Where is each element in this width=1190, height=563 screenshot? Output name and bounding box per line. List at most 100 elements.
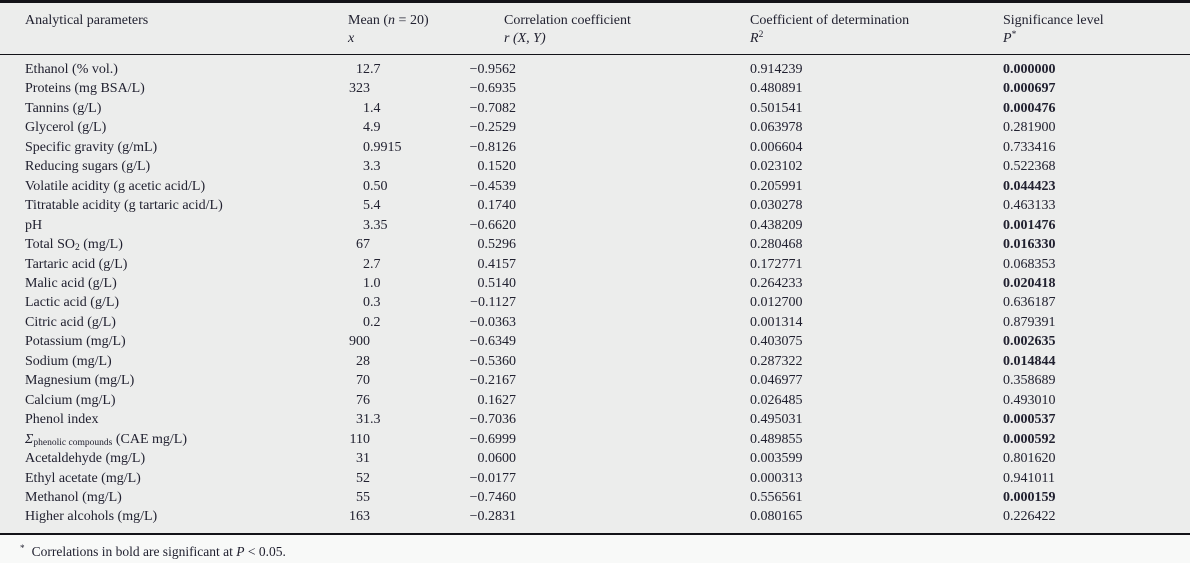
significance-cell: 0.522368 bbox=[1003, 159, 1056, 175]
determination-cell: 0.556561 bbox=[750, 489, 803, 505]
table-row: Higher alcohols (mg/L) 163 −0.2831 0.080165… bbox=[0, 507, 1190, 532]
significance-cell: 0.016330 bbox=[1003, 237, 1056, 253]
significance-cell: 0.463133 bbox=[1003, 198, 1056, 214]
table-footnote: * Correlations in bold are significant at… bbox=[20, 544, 1190, 560]
parameter-cell: Specific gravity (g/mL) bbox=[25, 139, 158, 155]
significance-cell: 0.068353 bbox=[1003, 256, 1056, 272]
correlation-cell: −0.2831 bbox=[469, 509, 516, 525]
mean-cell: 0.3 bbox=[363, 295, 381, 311]
correlation-cell: −0.0363 bbox=[469, 314, 516, 330]
significance-cell: 0.000159 bbox=[1003, 489, 1056, 505]
mean-cell: 900 bbox=[349, 334, 370, 350]
table-body: Ethanol (% vol.) 12.7 −0.9562 0.914239 0.000… bbox=[0, 55, 1190, 533]
mean-cell: 5.4 bbox=[363, 198, 381, 214]
determination-cell: 0.006604 bbox=[750, 139, 803, 155]
header-row: Analytical parameters Mean (n = 20) x Corre… bbox=[0, 3, 1190, 55]
parameter-cell: pH bbox=[25, 217, 43, 233]
parameter-cell: Calcium (mg/L) bbox=[25, 392, 116, 408]
parameter-cell: Tartaric acid (g/L) bbox=[25, 256, 128, 272]
determination-cell: 0.489855 bbox=[750, 431, 803, 447]
significance-cell: 0.358689 bbox=[1003, 373, 1056, 389]
significance-cell: 0.281900 bbox=[1003, 120, 1056, 136]
table-row: Calcium (mg/L) 76 0.1627 0.026485 0.493010 bbox=[0, 391, 1190, 410]
significance-cell: 0.733416 bbox=[1003, 139, 1056, 155]
parameter-cell: Tannins (g/L) bbox=[25, 100, 102, 116]
significance-cell: 0.000592 bbox=[1003, 431, 1056, 447]
table-row: Σphenolic compounds (CAE mg/L) 110 −0.6999… bbox=[0, 430, 1190, 449]
determination-cell: 0.280468 bbox=[750, 237, 803, 253]
table-row: Phenol index 31.3 −0.7036 0.495031 0.000537 bbox=[0, 410, 1190, 429]
significance-cell: 0.226422 bbox=[1003, 509, 1056, 525]
significance-cell: 0.020418 bbox=[1003, 275, 1056, 291]
determination-cell: 0.205991 bbox=[750, 178, 803, 194]
mean-cell: 323 bbox=[349, 81, 370, 97]
parameter-cell: Reducing sugars (g/L) bbox=[25, 159, 151, 175]
mean-cell: 3.3 bbox=[363, 159, 381, 175]
mean-cell: 12.7 bbox=[356, 62, 381, 77]
correlation-cell: −0.6349 bbox=[469, 334, 516, 350]
table-row: Ethanol (% vol.) 12.7 −0.9562 0.914239 0.000… bbox=[0, 55, 1190, 80]
mean-cell: 76 bbox=[356, 392, 370, 408]
correlation-cell: −0.2529 bbox=[469, 120, 516, 136]
correlation-cell: −0.4539 bbox=[469, 178, 516, 194]
determination-cell: 0.000313 bbox=[750, 470, 803, 486]
parameter-cell: Σphenolic compounds (CAE mg/L) bbox=[25, 431, 188, 448]
parameter-cell: Titratable acidity (g tartaric acid/L) bbox=[25, 198, 223, 214]
correlation-cell: 0.1627 bbox=[477, 392, 517, 408]
footnote-text: Correlations in bold are significant at … bbox=[31, 543, 286, 559]
determination-cell: 0.080165 bbox=[750, 509, 803, 525]
correlation-cell: 0.1740 bbox=[477, 198, 517, 214]
correlation-cell: −0.6620 bbox=[469, 217, 516, 233]
mean-cell: 52 bbox=[356, 470, 370, 486]
correlation-cell: −0.6935 bbox=[469, 81, 516, 97]
parameter-cell: Ethyl acetate (mg/L) bbox=[25, 470, 141, 486]
table-row: Reducing sugars (g/L) 3.3 0.1520 0.023102 0.… bbox=[0, 157, 1190, 176]
significance-cell: 0.044423 bbox=[1003, 178, 1056, 194]
table-row: Total SO2 (mg/L) 67 0.5296 0.280468 0.016330 bbox=[0, 235, 1190, 254]
parameter-cell: Higher alcohols (mg/L) bbox=[25, 509, 158, 525]
correlation-cell: 0.5296 bbox=[477, 237, 517, 253]
correlation-cell: −0.2167 bbox=[469, 373, 516, 389]
column-header: Correlation coefficient r (X, Y) bbox=[460, 3, 750, 55]
table-row: Volatile acidity (g acetic acid/L) 0.50 −0… bbox=[0, 177, 1190, 196]
table-row: pH 3.35 −0.6620 0.438209 0.001476 bbox=[0, 216, 1190, 235]
table-row: Malic acid (g/L) 1.0 0.5140 0.264233 0.02041… bbox=[0, 274, 1190, 293]
significance-cell: 0.493010 bbox=[1003, 392, 1056, 408]
correlation-table: Analytical parameters Mean (n = 20) x Corre… bbox=[0, 3, 1190, 533]
determination-cell: 0.012700 bbox=[750, 295, 803, 311]
mean-cell: 1.4 bbox=[363, 100, 381, 116]
significance-cell: 0.000000 bbox=[1003, 62, 1056, 77]
parameter-cell: Magnesium (mg/L) bbox=[25, 373, 135, 389]
determination-cell: 0.023102 bbox=[750, 159, 803, 175]
determination-cell: 0.046977 bbox=[750, 373, 803, 389]
parameter-cell: Total SO2 (mg/L) bbox=[25, 237, 123, 254]
correlation-cell: 0.1520 bbox=[477, 159, 517, 175]
significance-cell: 0.879391 bbox=[1003, 314, 1056, 330]
mean-cell: 55 bbox=[356, 489, 370, 505]
determination-cell: 0.480891 bbox=[750, 81, 803, 97]
determination-cell: 0.914239 bbox=[750, 62, 803, 77]
parameter-cell: Lactic acid (g/L) bbox=[25, 295, 120, 311]
parameter-cell: Proteins (mg BSA/L) bbox=[25, 81, 145, 97]
parameter-cell: Potassium (mg/L) bbox=[25, 334, 126, 350]
significance-cell: 0.002635 bbox=[1003, 334, 1056, 350]
significance-cell: 0.801620 bbox=[1003, 451, 1056, 467]
mean-cell: 1.0 bbox=[363, 275, 381, 291]
correlation-cell: −0.6999 bbox=[469, 431, 516, 447]
mean-cell: 3.35 bbox=[363, 217, 388, 233]
correlation-cell: 0.4157 bbox=[477, 256, 517, 272]
determination-cell: 0.495031 bbox=[750, 412, 803, 428]
determination-cell: 0.287322 bbox=[750, 353, 803, 369]
mean-cell: 110 bbox=[349, 431, 370, 447]
correlation-cell: −0.7460 bbox=[469, 489, 516, 505]
table-row: Methanol (mg/L) 55 −0.7460 0.556561 0.000159 bbox=[0, 488, 1190, 507]
mean-cell: 31 bbox=[356, 451, 370, 467]
table-row: Acetaldehyde (mg/L) 31 0.0600 0.003599 0.801… bbox=[0, 449, 1190, 468]
significance-cell: 0.000697 bbox=[1003, 81, 1056, 97]
correlation-cell: −0.5360 bbox=[469, 353, 516, 369]
significance-cell: 0.000476 bbox=[1003, 100, 1056, 116]
determination-cell: 0.403075 bbox=[750, 334, 803, 350]
determination-cell: 0.063978 bbox=[750, 120, 803, 136]
correlation-cell: 0.5140 bbox=[477, 275, 517, 291]
correlation-cell: −0.9562 bbox=[469, 62, 516, 77]
